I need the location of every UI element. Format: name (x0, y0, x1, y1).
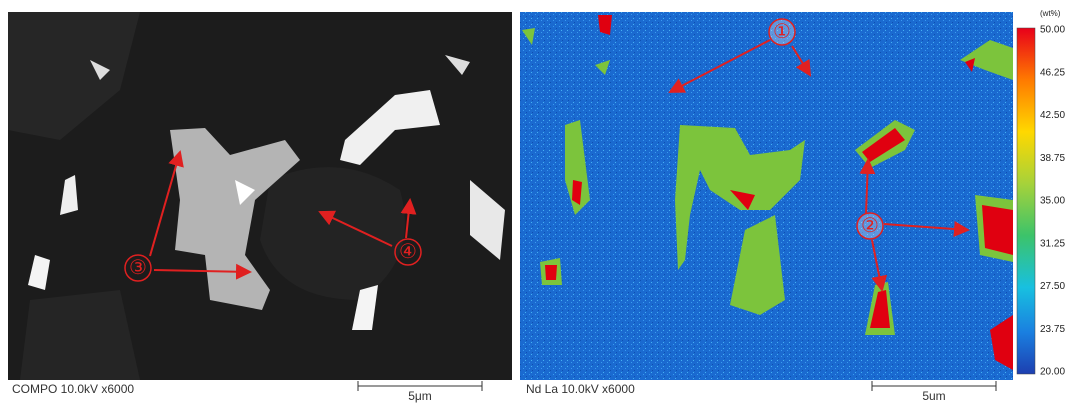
colorbar (1017, 28, 1035, 374)
colorbar-label: 27.50 (1040, 281, 1065, 292)
figure-svg: COMPO 10.0kV x6000 5μm ③ ④ Nd La 10.0kV … (0, 0, 1073, 406)
colorbar-label: 23.75 (1040, 324, 1065, 335)
colorbar-label: 42.50 (1040, 110, 1065, 121)
left-caption: COMPO 10.0kV x6000 (12, 382, 134, 396)
marker-label: ① (773, 21, 791, 43)
figure: COMPO 10.0kV x6000 5μm ③ ④ Nd La 10.0kV … (0, 0, 1073, 406)
colorbar-labels: 50.00 46.25 42.50 38.75 35.00 31.25 27.50 23.75… (1040, 25, 1065, 378)
colorbar-label: 46.25 (1040, 67, 1065, 78)
marker-label: ④ (399, 241, 417, 263)
right-image (520, 12, 1013, 380)
scale-bar-label: 5μm (408, 389, 432, 403)
scale-bar-label: 5um (922, 389, 945, 403)
colorbar-label: 31.25 (1040, 238, 1065, 249)
marker-label: ② (861, 215, 879, 237)
colorbar-label: 35.00 (1040, 196, 1065, 207)
colorbar-label: 20.00 (1040, 367, 1065, 378)
right-caption: Nd La 10.0kV x6000 (526, 382, 635, 396)
colorbar-label: 38.75 (1040, 153, 1065, 164)
marker-label: ③ (129, 257, 147, 279)
colorbar-label: 50.00 (1040, 25, 1065, 36)
left-image (8, 12, 512, 380)
colorbar-unit: (wt%) (1040, 9, 1061, 18)
